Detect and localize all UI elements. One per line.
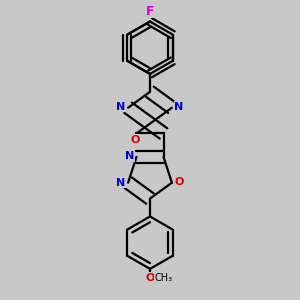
Text: O: O xyxy=(174,177,184,187)
Text: CH₃: CH₃ xyxy=(154,273,172,283)
Text: N: N xyxy=(116,178,126,188)
Text: N: N xyxy=(174,102,184,112)
Text: O: O xyxy=(145,273,155,283)
Text: N: N xyxy=(125,151,134,161)
Text: F: F xyxy=(146,5,154,18)
Text: O: O xyxy=(130,135,140,145)
Text: N: N xyxy=(116,102,126,112)
